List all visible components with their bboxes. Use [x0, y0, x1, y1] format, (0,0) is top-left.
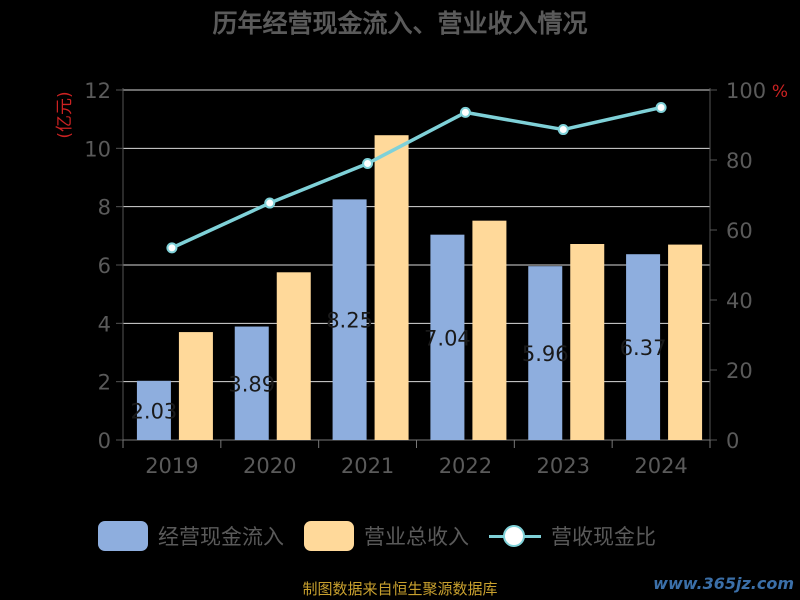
y-left-tick-label: 2 [98, 371, 111, 395]
bar-cash-in [528, 266, 563, 440]
y-right-tick-label: 80 [726, 149, 753, 173]
y-right-unit-label: % [772, 82, 788, 102]
ratio-line [166, 102, 667, 254]
ratio-line-path [171, 105, 662, 250]
x-tick-label: 2020 [243, 454, 296, 478]
legend-item-cash-in[interactable]: 经营现金流入 [98, 521, 284, 551]
y-left-tick-label: 8 [98, 196, 111, 220]
bar-cash-in [430, 234, 465, 440]
legend-label-revenue: 营业总收入 [364, 525, 469, 549]
legend-swatch-revenue [304, 521, 354, 551]
legend-label-ratio: 营收现金比 [551, 525, 656, 549]
grid-lines [123, 89, 710, 383]
y-right-tick-label: 40 [726, 289, 753, 313]
y-left-unit-label: (亿元) [55, 91, 75, 138]
data-labels: 2.03 3.89 8.25 7.04 5.96 6.37 [131, 309, 667, 424]
data-label-cash-in: 6.37 [620, 336, 667, 360]
bar-cash-in [332, 199, 367, 440]
legend-line-marker-icon [489, 521, 541, 551]
x-tick-label: 2024 [634, 454, 687, 478]
y-right-tick-label: 60 [726, 219, 753, 243]
data-label-cash-in: 5.96 [522, 342, 569, 366]
legend-item-ratio[interactable]: 营收现金比 [489, 521, 656, 551]
data-label-cash-in: 7.04 [424, 326, 471, 350]
ratio-point [264, 197, 276, 209]
source-note: 制图数据来自恒生聚源数据库 [302, 580, 498, 598]
x-tick-label: 2023 [537, 454, 590, 478]
legend-label-cash-in: 经营现金流入 [158, 525, 284, 549]
bar-revenue [570, 244, 605, 440]
legend: 经营现金流入 营业总收入 营收现金比 [98, 516, 676, 556]
bar-revenue [668, 244, 703, 440]
legend-swatch-cash-in [98, 521, 148, 551]
bar-cash-in [626, 254, 661, 440]
x-tick-label: 2021 [341, 454, 394, 478]
y-left-tick-label: 6 [98, 254, 111, 278]
bar-revenue [374, 135, 409, 441]
x-tick-label: 2019 [145, 454, 198, 478]
watermark: www.365jz.com [653, 574, 794, 593]
data-label-cash-in: 3.89 [228, 372, 275, 396]
bar-cash-in [136, 380, 171, 440]
legend-item-revenue[interactable]: 营业总收入 [304, 521, 469, 551]
ratio-point [459, 106, 471, 118]
data-label-cash-in: 8.25 [326, 309, 373, 333]
y-left-tick-label: 4 [98, 312, 111, 336]
y-left-tick-label: 0 [98, 429, 111, 453]
y-left-tick-label: 10 [84, 137, 111, 161]
x-tick-label: 2022 [439, 454, 492, 478]
y-right-tick-label: 0 [726, 429, 739, 453]
bar-revenue [178, 332, 213, 440]
y-left-tick-label: 12 [84, 79, 111, 103]
y-right-tick-label: 20 [726, 359, 753, 383]
axes: 0 2 4 6 8 10 12 0 20 40 60 80 100 (亿元) % 2019 2020 2021 20… [55, 79, 788, 478]
bar-revenue [472, 220, 507, 440]
bar-revenue [276, 272, 311, 440]
ratio-point [362, 158, 374, 169]
bar-cash-in [234, 326, 269, 440]
bars [136, 135, 703, 441]
ratio-point [166, 242, 178, 254]
chart-title: 历年经营现金流入、营业收入情况 [212, 9, 588, 38]
data-label-cash-in: 2.03 [131, 399, 178, 423]
y-right-tick-label: 100 [726, 79, 766, 103]
ratio-point [655, 102, 667, 113]
ratio-point [557, 124, 569, 136]
